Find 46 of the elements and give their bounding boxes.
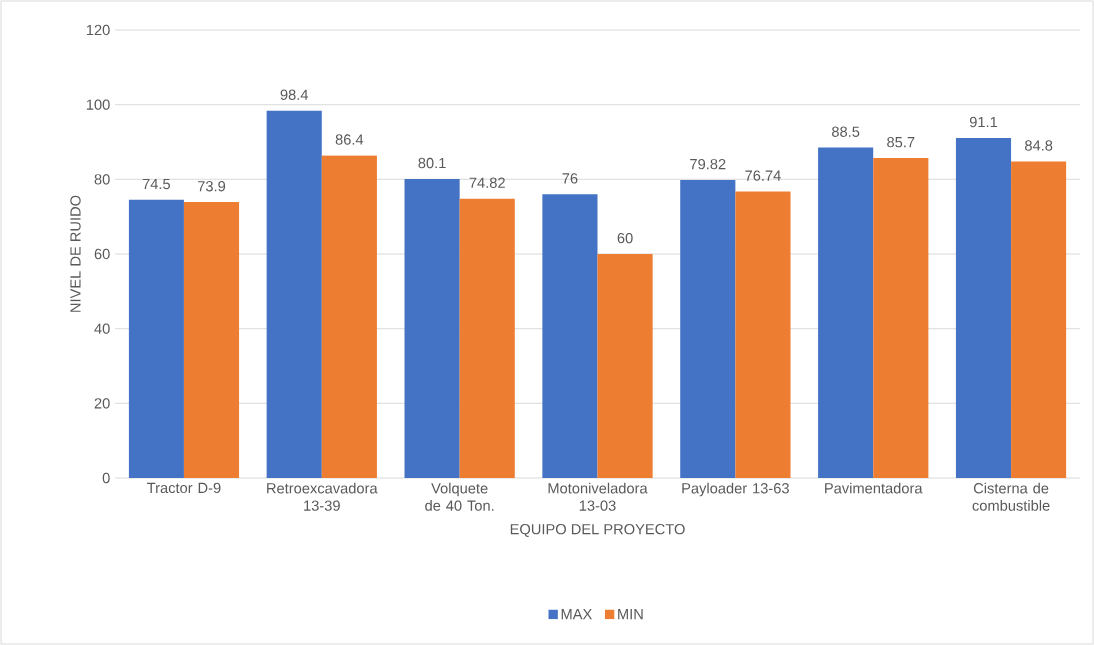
data-label: 80.1 [418,157,446,169]
data-label: 79.82 [690,158,726,170]
data-label: 76 [562,173,578,184]
x-tick-label: Retroexcavadora 13-39 [267,482,378,511]
bar [542,194,598,478]
bar [735,191,791,478]
data-label: 73.9 [197,181,226,192]
y-tick-label: 0 [102,472,110,484]
data-label: 76.74 [745,170,781,181]
legend-label: MAX [561,609,592,620]
bar [1011,161,1067,478]
data-label: 86.4 [335,134,364,145]
data-label: 74.5 [142,178,170,190]
bar [321,155,377,478]
data-label: 98.4 [280,89,309,100]
bar [266,110,322,478]
x-axis-title: EQUIPO DEL PROYECTO [510,523,685,537]
y-tick-label: 20 [94,398,110,409]
bar [873,158,929,478]
bar [459,198,515,478]
data-label: 88.5 [832,126,860,137]
x-tick-label: Motoniveladora 13-03 [548,482,648,511]
x-tick-label: Cisterna de combustible [972,482,1050,511]
y-tick-label: 100 [86,99,110,110]
legend-label: MIN [618,609,643,620]
data-label: 60 [617,232,633,244]
bar [680,180,736,478]
data-label: 84.8 [1025,140,1053,151]
data-label: 91.1 [969,116,998,128]
y-axis-title: NIVEL DE RUIDO [70,195,81,312]
y-tick-label: 40 [94,323,110,334]
x-tick-label: Tractor D-9 [147,482,221,494]
x-tick-label: Payloader 13-63 [682,482,789,497]
bar [597,254,653,478]
x-tick-label: Pavimentadora [825,482,923,494]
y-tick-label: 120 [86,24,110,36]
bar [183,202,240,478]
bar [818,147,874,478]
bar [404,178,460,478]
bar [955,137,1012,478]
bar [128,199,184,478]
y-tick-label: 80 [94,174,110,185]
x-tick-label: Volquete de 40 Ton. [425,482,494,511]
data-label: 85.7 [887,136,915,148]
y-tick-label: 60 [94,248,110,260]
data-label: 74.82 [469,177,505,188]
